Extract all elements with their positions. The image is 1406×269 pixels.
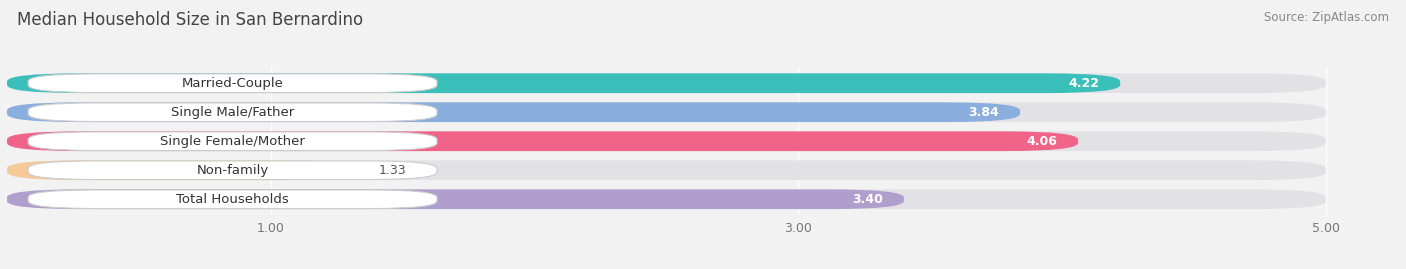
FancyBboxPatch shape [7,102,1019,122]
Text: Median Household Size in San Bernardino: Median Household Size in San Bernardino [17,11,363,29]
FancyBboxPatch shape [7,131,1326,151]
FancyBboxPatch shape [7,160,359,180]
Text: Single Male/Father: Single Male/Father [172,106,294,119]
Text: Total Households: Total Households [176,193,290,206]
Text: Married-Couple: Married-Couple [181,77,284,90]
Text: 1.33: 1.33 [380,164,406,177]
FancyBboxPatch shape [7,189,1326,209]
Text: Source: ZipAtlas.com: Source: ZipAtlas.com [1264,11,1389,24]
Text: Non-family: Non-family [197,164,269,177]
FancyBboxPatch shape [7,189,904,209]
FancyBboxPatch shape [7,102,1326,122]
FancyBboxPatch shape [7,131,1078,151]
FancyBboxPatch shape [28,103,437,122]
FancyBboxPatch shape [7,73,1121,93]
FancyBboxPatch shape [28,74,437,93]
FancyBboxPatch shape [28,132,437,151]
Text: 3.40: 3.40 [852,193,883,206]
FancyBboxPatch shape [7,160,1326,180]
Text: Single Female/Mother: Single Female/Mother [160,135,305,148]
Text: 3.84: 3.84 [969,106,998,119]
FancyBboxPatch shape [28,190,437,208]
Text: 4.22: 4.22 [1069,77,1099,90]
FancyBboxPatch shape [28,161,437,179]
Text: 4.06: 4.06 [1026,135,1057,148]
FancyBboxPatch shape [7,73,1326,93]
